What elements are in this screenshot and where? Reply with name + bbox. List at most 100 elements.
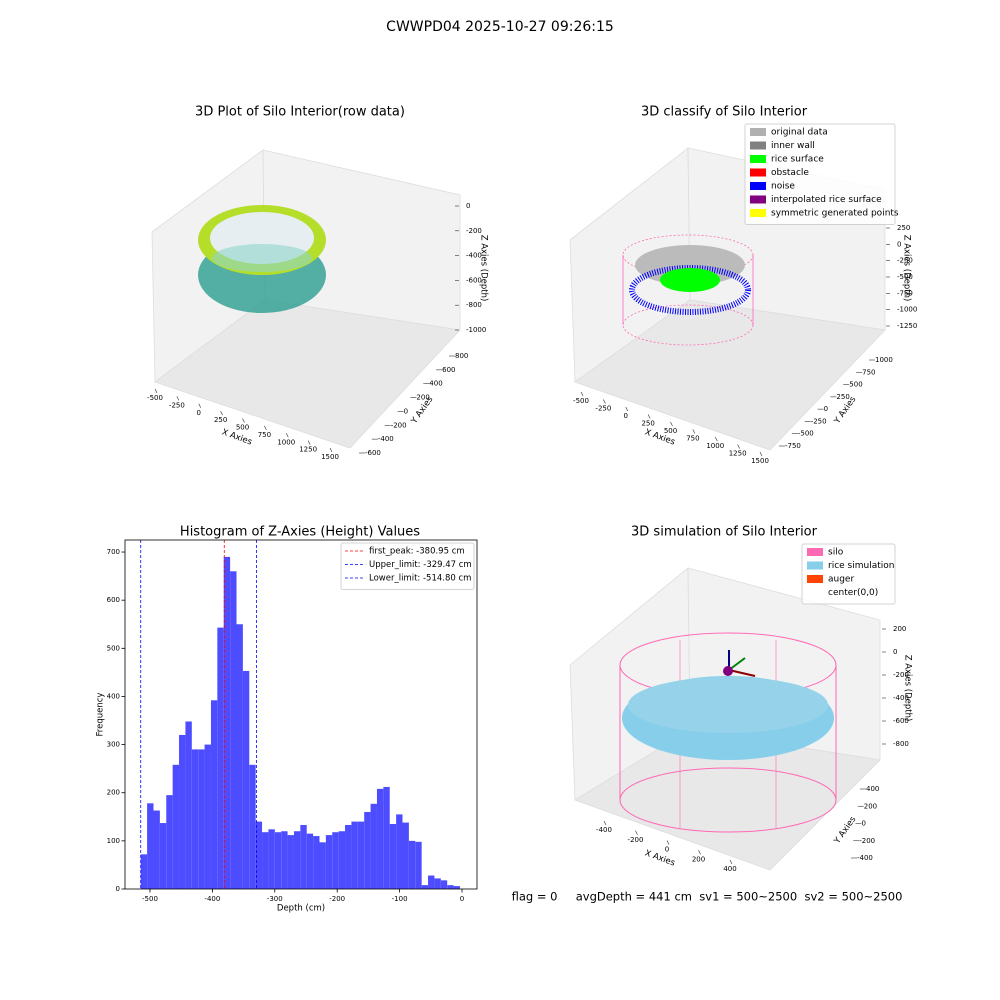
z-tick-label: -500	[897, 273, 913, 281]
bar	[453, 886, 460, 889]
legend-patch	[807, 561, 823, 570]
tick-mark	[176, 396, 180, 401]
legend-label: symmetric generated points	[771, 209, 899, 219]
y-tick-label: 200	[864, 802, 877, 810]
tick-mark	[670, 421, 673, 427]
bar	[376, 788, 384, 889]
legend-label: inner wall	[771, 141, 815, 151]
z-axis-label: Z Axies (Depth)	[902, 235, 912, 302]
y-tick-label: -250	[811, 417, 827, 425]
y-tick-label: 700	[107, 548, 120, 556]
y-tick-label: 300	[107, 741, 120, 749]
x-tick-label: -500	[573, 397, 589, 405]
bar	[300, 824, 307, 889]
bar	[217, 627, 224, 889]
legend-label: first_peak: -380.95 cm	[369, 547, 465, 557]
legend-label: silo	[828, 548, 844, 558]
tick-mark	[737, 444, 740, 449]
y-tick-label: 600	[107, 596, 120, 604]
legend-label: original data	[771, 128, 828, 138]
legend-patch	[750, 209, 766, 217]
tick-mark	[329, 447, 333, 453]
x-tick-label: -250	[595, 405, 611, 413]
y-tick-label: 500	[849, 381, 862, 389]
x-tick-label: 1000	[706, 442, 724, 450]
tick-mark	[759, 451, 763, 457]
legend-patch	[807, 588, 823, 597]
chart-title: 3D simulation of Silo Interior	[631, 525, 818, 540]
point-cloud	[198, 205, 326, 313]
z-axis-label: Z Axies (Depth)	[479, 235, 489, 302]
x-tick-label: 400	[723, 865, 736, 873]
bar	[274, 832, 282, 889]
z-tick-label: -600	[466, 276, 482, 284]
bar	[402, 822, 409, 889]
y-tick-label: 200	[416, 394, 429, 402]
legend-box	[340, 542, 475, 590]
tick-mark	[603, 820, 607, 826]
bar	[332, 832, 339, 889]
x-tick-label: 200	[692, 855, 705, 863]
x-tick-label: -200	[628, 836, 644, 844]
z-tick-label: 0	[893, 648, 897, 656]
x-tick-label: 500	[236, 424, 249, 432]
x-axis-label: X Axies	[643, 848, 676, 868]
y-tick-label: -400	[857, 854, 873, 862]
x-tick-label: -200	[329, 895, 345, 903]
legend-label: rice surface	[771, 155, 824, 165]
bar	[313, 836, 320, 889]
bar	[242, 670, 250, 889]
bar	[172, 764, 180, 889]
legend-patch	[750, 195, 766, 204]
bar	[389, 824, 397, 889]
tick-mark	[242, 418, 245, 423]
z-tick-label: -800	[893, 740, 909, 748]
y-tick-label: 100	[107, 837, 120, 845]
bar	[255, 821, 263, 889]
legend-label: rice simulation	[828, 561, 894, 571]
z-tick-label: 250	[897, 224, 910, 232]
x-tick-label: -250	[169, 401, 185, 409]
x-axis-label: Depth (cm)	[277, 904, 325, 914]
x-tick-label: 1000	[277, 438, 295, 446]
y-tick-label: 400	[107, 692, 120, 700]
y-tick-label: 200	[107, 789, 120, 797]
bar	[287, 835, 294, 889]
bar	[351, 821, 358, 889]
x-tick-label: -400	[204, 895, 220, 903]
silo-model	[619, 632, 837, 833]
bar	[364, 811, 371, 889]
y-tick-label: -750	[785, 442, 801, 450]
bar	[210, 700, 218, 889]
x-tick-label: 0	[197, 409, 201, 417]
z-tick-label: -1000	[897, 306, 917, 314]
y-tick-label: -400	[378, 435, 394, 443]
tick-mark	[692, 429, 696, 434]
bar	[281, 831, 288, 889]
plot-frame	[124, 539, 478, 890]
bar	[421, 885, 429, 889]
legend-label: auger	[828, 575, 854, 585]
y-axis-label: Y Axies	[832, 814, 859, 846]
bar	[357, 821, 365, 889]
bar	[204, 744, 211, 889]
z-tick-label: -750	[897, 289, 913, 297]
legend-label: obstacle	[771, 168, 809, 178]
bar	[223, 556, 231, 889]
y-tick-label: -500	[798, 430, 814, 438]
bar	[447, 885, 454, 889]
z-tick-label: -200	[466, 227, 482, 235]
bar	[293, 831, 301, 889]
y-tick-label: 800	[455, 352, 468, 360]
figure-title: CWWPD04 2025-10-27 09:26:15	[386, 19, 614, 35]
z-tick-label: -400	[893, 694, 909, 702]
y-tick-label: 0	[116, 885, 120, 893]
tick-mark	[635, 830, 638, 835]
y-tick-label: 600	[442, 366, 455, 374]
tick-mark	[714, 436, 718, 442]
tick-mark	[647, 414, 651, 419]
x-tick-label: -100	[392, 895, 408, 903]
x-tick-label: 0	[624, 412, 628, 420]
bar	[370, 803, 377, 889]
tick-mark	[729, 859, 733, 865]
